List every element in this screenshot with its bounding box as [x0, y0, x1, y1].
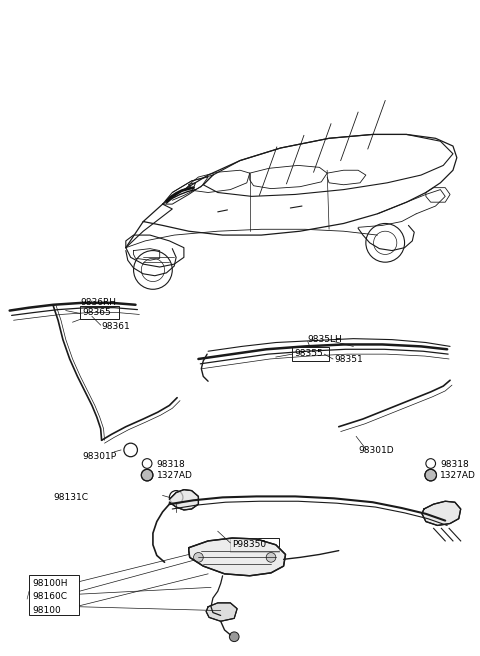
Text: 98351: 98351 [334, 355, 363, 364]
Text: 98301D: 98301D [358, 446, 394, 455]
Polygon shape [169, 489, 198, 510]
Text: P98350: P98350 [232, 540, 266, 549]
Text: 98301P: 98301P [82, 452, 116, 461]
Text: 98355: 98355 [294, 349, 323, 358]
Text: 98100: 98100 [32, 605, 60, 615]
Text: 1327AD: 1327AD [157, 471, 192, 480]
Polygon shape [422, 501, 461, 525]
FancyBboxPatch shape [292, 348, 329, 361]
Text: 98131C: 98131C [53, 493, 88, 502]
Circle shape [229, 632, 239, 642]
Polygon shape [189, 538, 286, 576]
FancyBboxPatch shape [230, 538, 279, 552]
Text: 9835LH: 9835LH [308, 335, 343, 344]
Text: 98361: 98361 [102, 322, 131, 331]
Polygon shape [206, 603, 237, 621]
Text: 98318: 98318 [440, 460, 469, 468]
Circle shape [193, 552, 203, 562]
Text: 1327AD: 1327AD [440, 471, 476, 480]
Circle shape [141, 469, 153, 481]
Circle shape [425, 469, 436, 481]
Text: 98365: 98365 [82, 308, 111, 317]
Text: 9836RH: 9836RH [80, 298, 116, 307]
FancyBboxPatch shape [80, 306, 119, 319]
Text: 98318: 98318 [157, 460, 186, 468]
Circle shape [266, 552, 276, 562]
Text: 98100H: 98100H [32, 579, 67, 588]
FancyBboxPatch shape [29, 575, 79, 615]
Text: 98160C: 98160C [32, 592, 67, 602]
